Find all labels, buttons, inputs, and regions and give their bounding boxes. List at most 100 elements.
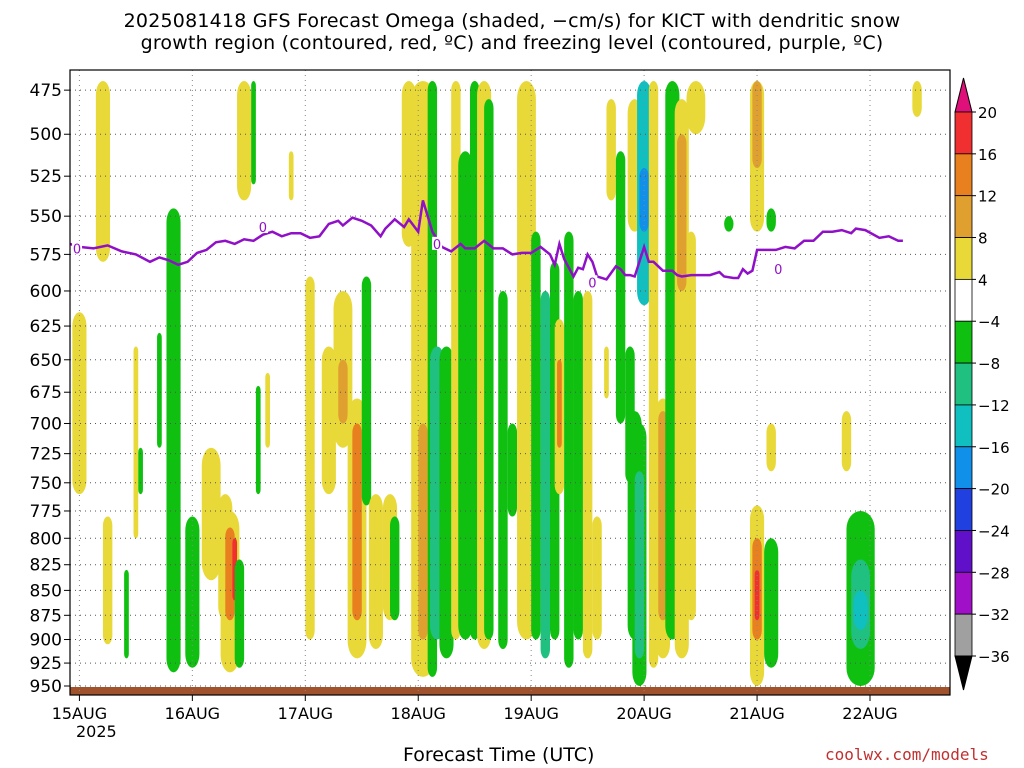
omega-region	[531, 231, 541, 640]
contour-label-bg	[432, 236, 443, 250]
omega-region	[458, 151, 473, 640]
y-tick-label: 725	[30, 445, 62, 465]
omega-region	[557, 359, 562, 448]
omega-region	[686, 81, 706, 135]
omega-region	[592, 516, 602, 640]
colorbar-label: −24	[978, 522, 1010, 540]
freezing-level-label: 0	[433, 238, 441, 253]
y-tick-label: 475	[30, 81, 62, 101]
y-tick-label: 850	[30, 581, 62, 601]
colorbar-segment	[954, 320, 973, 364]
omega-region	[439, 346, 454, 659]
omega-region	[498, 290, 508, 650]
x-tick-label: 21AUG	[729, 704, 784, 723]
colorbar-label: 12	[978, 188, 997, 206]
colorbar-segment	[954, 237, 973, 280]
y-tick-label: 825	[30, 556, 62, 576]
chart-title-line1: 2025081418 GFS Forecast Omega (shaded, −…	[123, 10, 901, 32]
omega-region	[133, 346, 139, 539]
omega-region	[255, 385, 261, 495]
colorbar-segment	[954, 195, 973, 238]
omega-region	[288, 151, 294, 201]
omega-region	[841, 411, 852, 472]
omega-region	[766, 208, 776, 232]
plot-frame	[69, 69, 951, 696]
colorbar-segment	[954, 278, 973, 322]
y-tick-label: 675	[30, 383, 62, 403]
y-tick-label: 500	[30, 125, 62, 145]
omega-region	[853, 590, 868, 630]
x-tick-label: 17AUG	[278, 704, 333, 723]
omega-region	[484, 99, 494, 640]
colorbar-label: −12	[978, 397, 1010, 415]
plot-background	[70, 70, 950, 695]
omega-region	[390, 516, 400, 621]
colorbar-label: 16	[978, 146, 997, 164]
omega-region	[764, 538, 779, 668]
plot-area: 0 0 0 0 0	[70, 70, 950, 695]
omega-region	[305, 276, 315, 640]
y-tick-label: 575	[30, 245, 62, 265]
colorbar-label: 20	[978, 104, 997, 122]
y-tick-label: 600	[30, 282, 62, 302]
ground-strip	[70, 687, 950, 695]
omega-region	[338, 359, 348, 424]
y-tick-label: 525	[30, 167, 62, 187]
contour-label-bg	[257, 220, 268, 234]
omega-region	[95, 81, 110, 262]
omega-region	[639, 167, 649, 232]
colorbar-label: −28	[978, 564, 1010, 582]
omega-region	[582, 290, 593, 659]
omega-region	[321, 346, 336, 495]
x-tick-label: 18AUG	[391, 704, 446, 723]
colorbar-label: −36	[978, 648, 1010, 666]
credit-text: coolwx.com/models	[825, 745, 989, 764]
omega-region	[418, 423, 428, 640]
colorbar-label: 4	[978, 271, 988, 289]
omega-region	[564, 231, 574, 668]
omega-region	[615, 151, 626, 424]
colorbar-label: −20	[978, 481, 1010, 499]
omega-region	[686, 231, 696, 621]
omega-region	[507, 423, 518, 517]
omega-region	[634, 471, 645, 659]
omega-region	[658, 411, 668, 621]
y-tick-label: 950	[30, 677, 62, 697]
colorbar-segment	[954, 571, 973, 615]
omega-region	[361, 276, 372, 506]
x-axis-label: Forecast Time (UTC)	[403, 744, 595, 766]
omega-region	[157, 332, 162, 448]
colorbar-segment	[954, 362, 973, 406]
colorbar-segment	[954, 530, 973, 573]
colorbar-label: −32	[978, 606, 1010, 624]
omega-region	[352, 423, 362, 621]
omega-region	[237, 81, 252, 201]
colorbar-label: −16	[978, 439, 1010, 457]
contour-label-bg	[773, 262, 784, 276]
omega-region	[606, 99, 616, 201]
contour-label-bg	[587, 275, 598, 289]
omega-region	[166, 208, 181, 673]
omega-region	[540, 290, 550, 659]
colorbar-segment	[954, 153, 973, 197]
x-tick-label: 15AUG	[52, 704, 107, 723]
omega-region	[604, 346, 609, 399]
omega-region	[752, 81, 762, 168]
omega-region	[72, 312, 87, 495]
y-tick-label: 925	[30, 654, 62, 674]
omega-region	[368, 494, 383, 650]
colorbar-segment	[954, 111, 973, 155]
chart-title-line2: growth region (contoured, red, ºC) and f…	[140, 32, 884, 54]
omega-region	[234, 559, 245, 668]
omega-region	[102, 516, 113, 645]
omega-region	[265, 372, 270, 448]
colorbar-label: 8	[978, 230, 988, 248]
omega-region	[138, 447, 143, 495]
y-tick-label: 650	[30, 351, 62, 371]
y-tick-label: 700	[30, 414, 62, 434]
colorbar-label: −4	[978, 313, 1000, 331]
omega-region	[201, 447, 221, 581]
omega-region	[677, 134, 687, 291]
contour-label-bg	[72, 241, 83, 255]
